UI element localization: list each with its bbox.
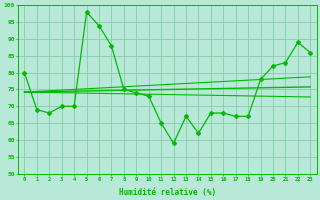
X-axis label: Humidité relative (%): Humidité relative (%) <box>119 188 216 197</box>
